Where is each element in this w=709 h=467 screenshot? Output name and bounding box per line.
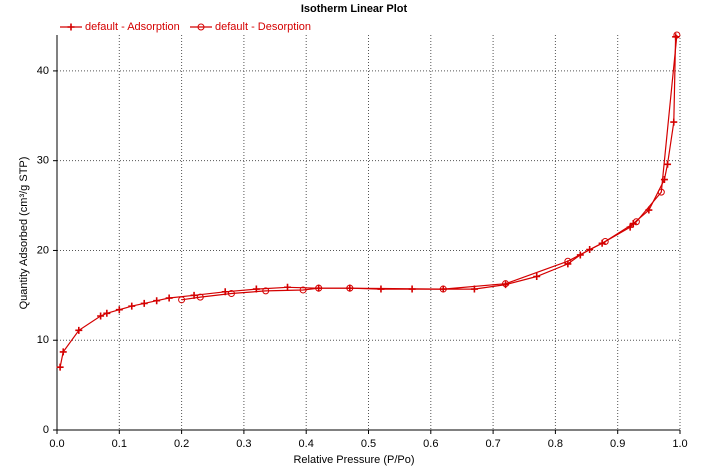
marker [75, 326, 83, 334]
legend-marker [197, 23, 205, 31]
marker [227, 290, 235, 298]
marker [196, 293, 204, 301]
marker [59, 348, 67, 356]
marker [153, 297, 161, 305]
marker [262, 287, 270, 295]
marker [502, 280, 510, 288]
marker [657, 188, 665, 196]
y-tick-label: 10 [37, 334, 49, 346]
x-tick-label: 0.7 [485, 438, 500, 450]
y-tick-label: 20 [37, 244, 49, 256]
marker [601, 237, 609, 245]
x-tick-label: 0.2 [174, 438, 189, 450]
marker [299, 286, 307, 294]
marker [533, 272, 541, 280]
marker [670, 118, 678, 126]
marker [128, 302, 136, 310]
x-tick-label: 0.3 [236, 438, 251, 450]
marker [165, 294, 173, 302]
marker [56, 363, 64, 371]
y-tick-label: 0 [43, 424, 49, 436]
legend-marker [67, 23, 75, 31]
x-tick-label: 0.6 [423, 438, 438, 450]
marker [439, 285, 447, 293]
marker [564, 257, 572, 265]
y-tick-label: 30 [37, 155, 49, 167]
marker [346, 284, 354, 292]
y-tick-label: 40 [37, 65, 49, 77]
series-line [59, 36, 677, 368]
chart-title: Isotherm Linear Plot [301, 3, 408, 15]
x-tick-label: 0.9 [610, 438, 625, 450]
marker [664, 160, 672, 168]
y-axis-label: Quantity Adsorbed (cm³/g STP) [18, 157, 30, 310]
legend-label: default - Adsorption [85, 21, 180, 33]
legend-label: default - Desorption [215, 21, 311, 33]
x-tick-label: 1.0 [672, 438, 687, 450]
x-tick-label: 0.8 [548, 438, 563, 450]
marker [632, 218, 640, 226]
marker [178, 296, 186, 304]
marker [97, 312, 105, 320]
x-tick-label: 0.0 [49, 438, 64, 450]
x-axis-label: Relative Pressure (P/Po) [293, 454, 414, 466]
x-tick-label: 0.5 [361, 438, 376, 450]
marker [284, 283, 292, 291]
marker [673, 31, 681, 39]
series-line [181, 34, 678, 301]
x-tick-label: 0.1 [112, 438, 127, 450]
marker [103, 309, 111, 317]
marker [672, 33, 680, 41]
marker [315, 284, 323, 292]
marker [140, 299, 148, 307]
x-tick-label: 0.4 [299, 438, 314, 450]
marker [115, 306, 123, 314]
